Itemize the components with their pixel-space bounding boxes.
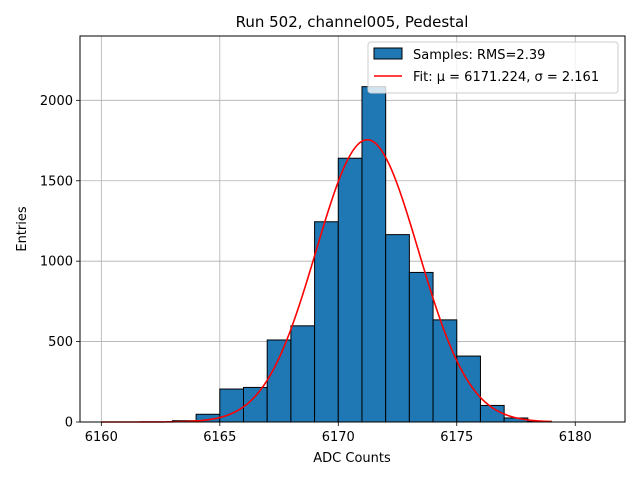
y-axis-ticks: 0 500 1000 1500 2000 [40,94,80,431]
legend-samples-swatch [373,47,403,60]
histogram-bar [290,325,316,423]
histogram-bar [385,234,410,423]
y-tick-label: 1000 [40,255,73,270]
x-tick-label: 6160 [85,430,118,445]
legend-fit-label: Fit: μ = 6171.224, σ = 2.161 [413,70,599,85]
histogram-bar [314,221,339,423]
y-axis-label: Entries [15,206,30,252]
histogram-bar [266,339,292,423]
x-tick-label: 6180 [559,430,592,445]
plot-frame [79,35,626,423]
y-tick-label: 0 [65,416,73,431]
histogram-bar [337,157,363,423]
x-tick-label: 6170 [322,430,355,445]
y-tick-label: 2000 [40,94,73,109]
x-tick-label: 6165 [203,430,236,445]
x-axis-label: ADC Counts [313,451,391,466]
histogram-bar [432,319,458,423]
x-axis-ticks: 6160 6165 6170 6175 6180 [85,422,592,445]
y-tick-label: 500 [48,335,73,350]
histogram-bar [456,355,481,423]
histogram-bar [361,86,387,423]
histogram-bar [408,271,434,423]
legend-box [367,41,619,94]
legend-samples-label: Samples: RMS=2.39 [413,48,545,63]
x-tick-label: 6175 [440,430,473,445]
histogram-bars [171,86,553,423]
legend: Samples: RMS=2.39 Fit: μ = 6171.224, σ =… [367,41,619,94]
y-tick-label: 1500 [40,174,73,189]
chart-title: Run 502, channel005, Pedestal [236,13,469,31]
